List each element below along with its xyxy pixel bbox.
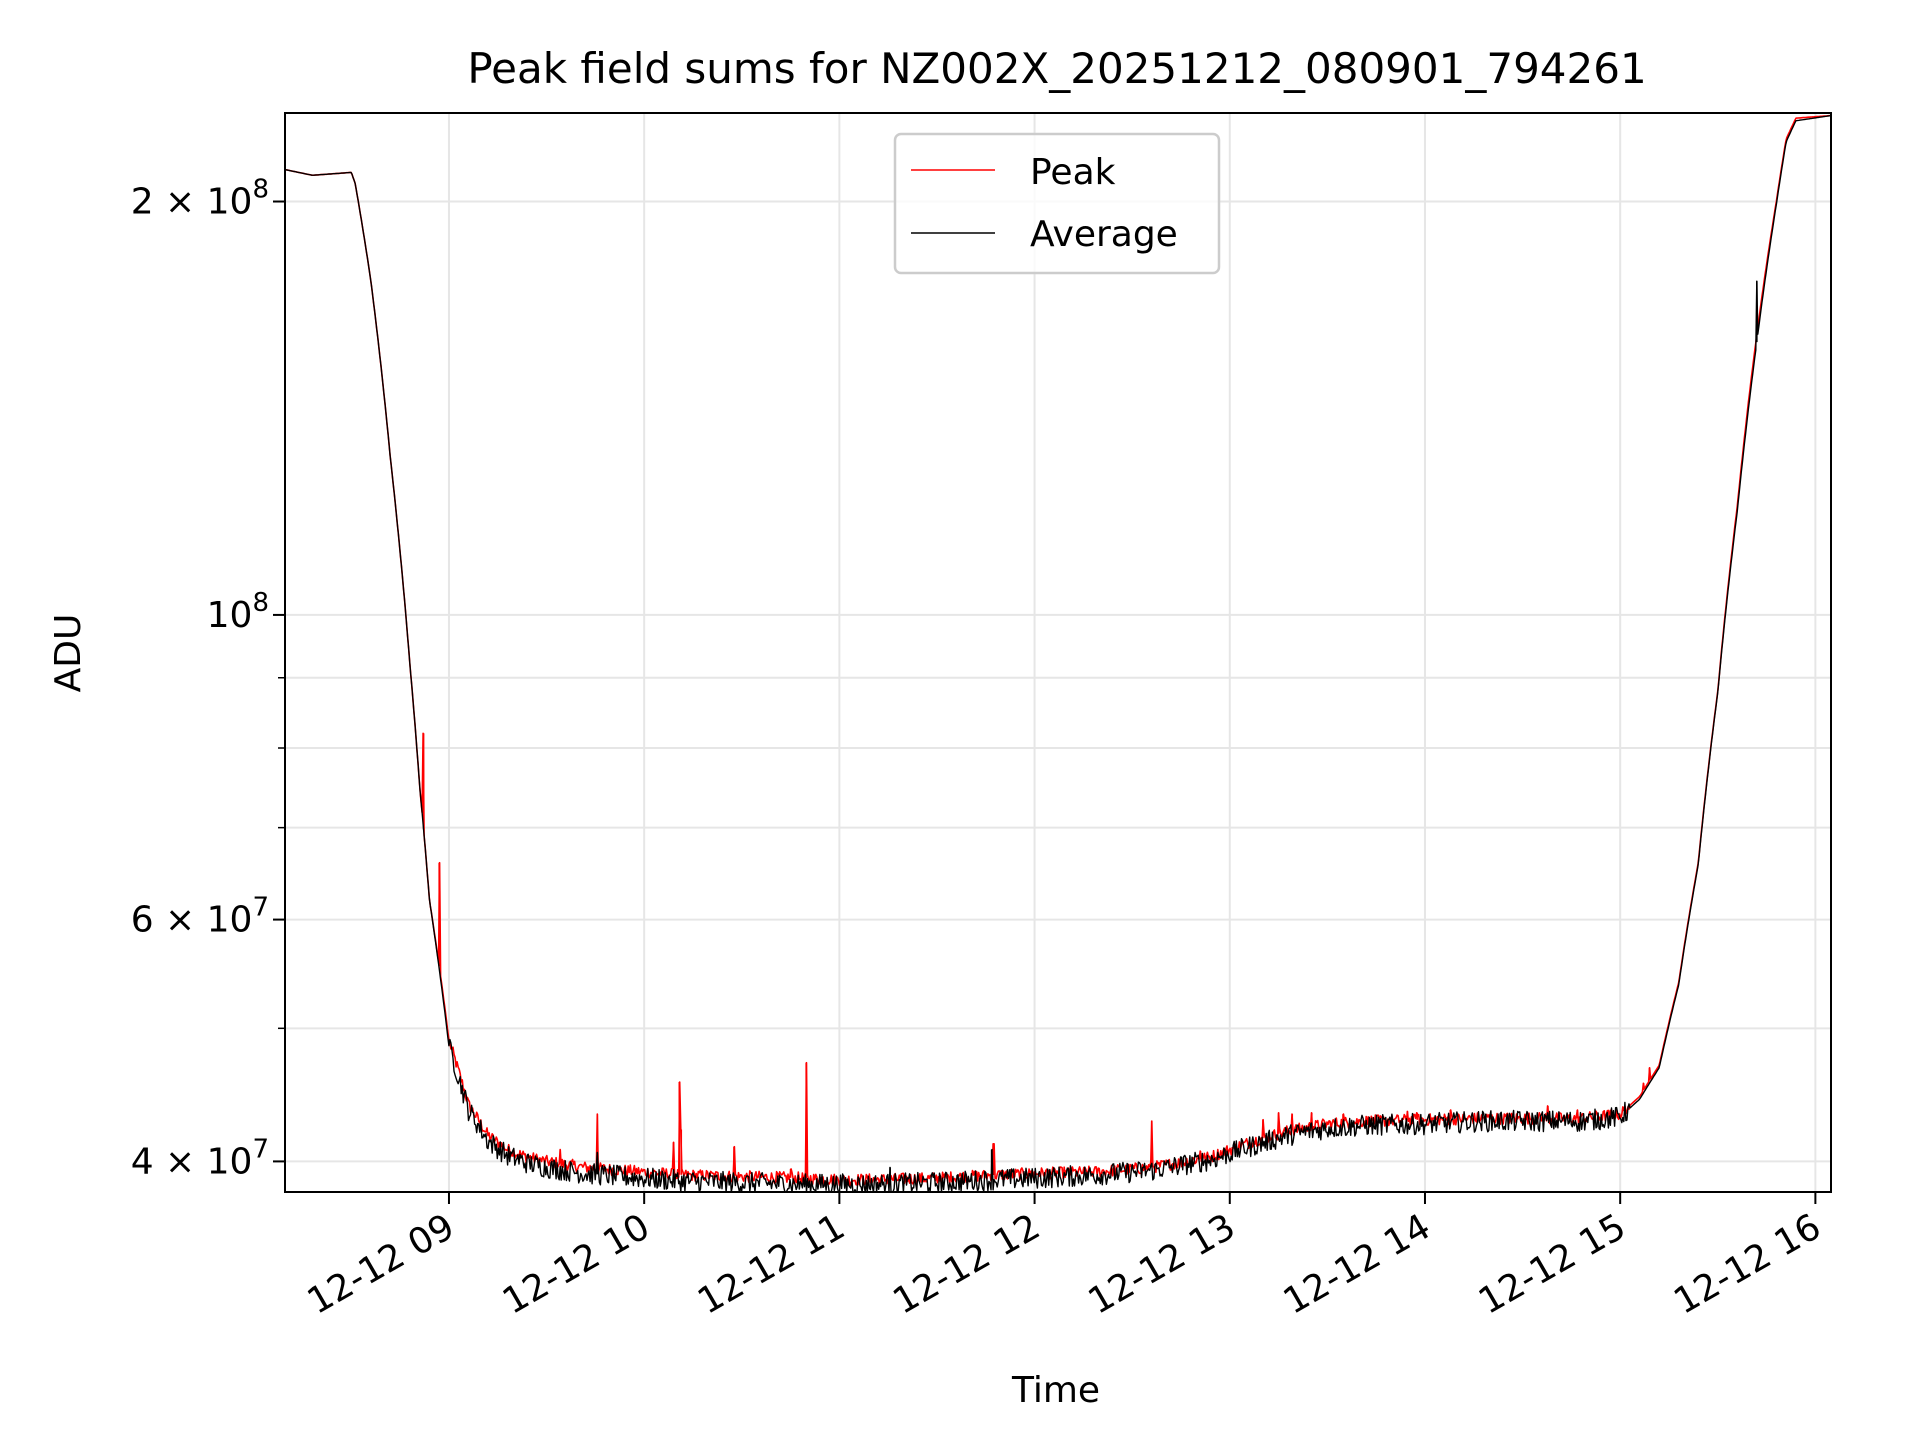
legend-box <box>893 132 1221 275</box>
x-axis-label: Time <box>1011 1370 1100 1411</box>
series-group <box>284 114 1832 1193</box>
legend: Peak Average <box>893 132 1221 275</box>
y-tick-label: 6 × 107 <box>131 893 269 941</box>
y-tick-label: 108 <box>207 588 269 636</box>
series-line-average <box>284 114 1832 1193</box>
y-tick-label: 4 × 107 <box>131 1134 269 1182</box>
legend-label-peak: Peak <box>1030 152 1116 193</box>
y-tick-label: 2 × 108 <box>131 175 269 223</box>
plot-frame <box>284 112 1832 1193</box>
grid-lines <box>285 113 1831 1192</box>
y-axis-label: ADU <box>48 614 89 693</box>
chart-title: Peak field sums for NZ002X_20251212_0809… <box>467 44 1646 93</box>
legend-label-average: Average <box>1030 214 1178 255</box>
